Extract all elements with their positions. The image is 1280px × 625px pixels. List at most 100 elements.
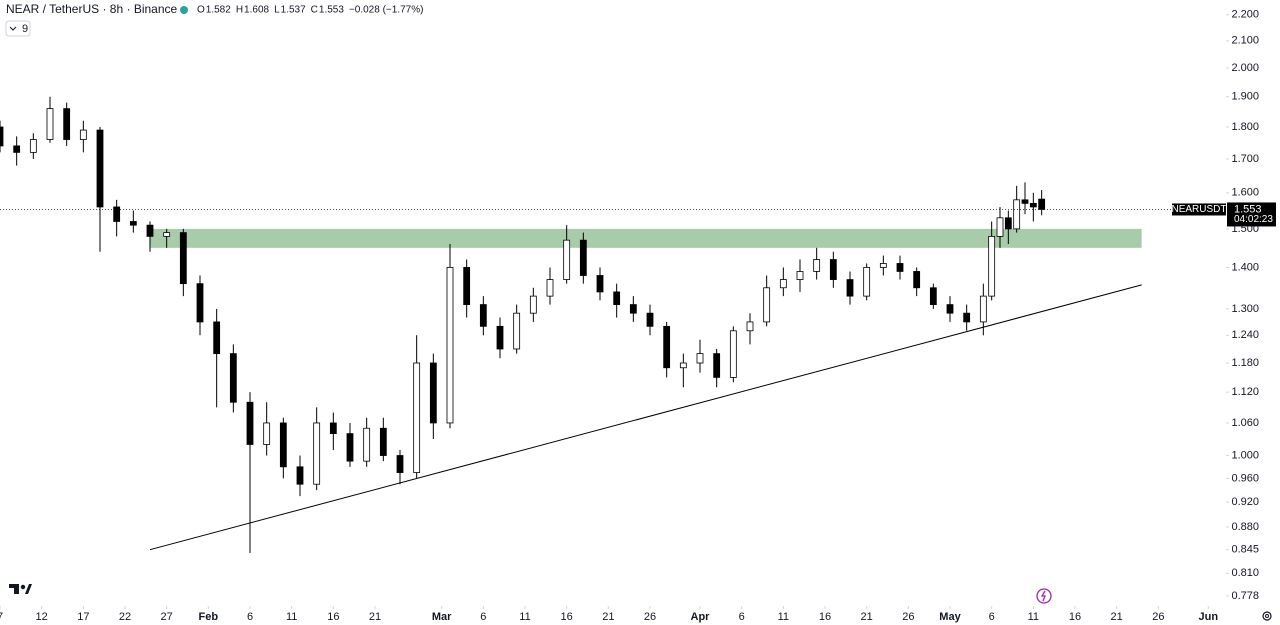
y-tick-label: 0.810 <box>1231 567 1259 579</box>
candle-body <box>496 325 504 350</box>
candle-body <box>546 279 554 297</box>
candle-body <box>313 422 321 485</box>
candle-body <box>1004 217 1012 230</box>
x-tick-label: May <box>939 611 961 623</box>
y-tick-label: 0.845 <box>1231 544 1259 556</box>
y-tick-label: 2.200 <box>1231 9 1259 21</box>
candle-body <box>979 295 987 323</box>
ohlc-label: C <box>311 5 318 16</box>
y-tick-label: 1.900 <box>1231 91 1259 103</box>
candle-body <box>196 283 204 323</box>
x-tick-label: 21 <box>861 611 873 623</box>
candle-body <box>146 224 154 237</box>
candle-body <box>279 422 287 468</box>
tradingview-logo[interactable] <box>9 584 32 594</box>
ohlc-legend: O 1.582 H 1.608 L 1.537 C 1.553 −0.028 (−1.77%) <box>197 5 423 16</box>
candle-body <box>513 312 521 350</box>
y-tick-label: 1.120 <box>1231 386 1259 398</box>
candle-body <box>779 279 787 289</box>
x-tick-label: 16 <box>819 611 831 623</box>
chevron-icon <box>9 26 17 31</box>
candle-body <box>346 433 354 462</box>
indicator-toggle[interactable] <box>5 20 31 37</box>
candle-body <box>696 353 704 364</box>
last-price-tag-bg <box>1227 202 1276 227</box>
candle-body <box>896 263 904 272</box>
y-tick-label: 0.880 <box>1231 521 1259 533</box>
x-tick-label: 6 <box>739 611 745 623</box>
candle-body <box>1013 199 1021 230</box>
chart-title: NEAR / TetherUS · 8h · Binance <box>6 2 178 16</box>
candle-body <box>229 353 237 403</box>
x-tick-label: 21 <box>1111 611 1123 623</box>
x-tick-label: 11 <box>1028 611 1039 623</box>
lightning-icon[interactable] <box>1036 588 1052 604</box>
candle-body <box>296 466 304 485</box>
candle-body <box>129 221 137 226</box>
candle-body <box>946 304 954 314</box>
x-tick-label: 12 <box>36 611 48 623</box>
x-tick-label: 21 <box>602 611 614 623</box>
candle-body <box>763 287 771 323</box>
ohlc-value: 1.582 <box>206 5 231 16</box>
x-tick-label: 16 <box>327 611 339 623</box>
candle-body <box>646 312 654 327</box>
candle-body <box>629 304 637 314</box>
y-tick-label: 1.060 <box>1231 417 1259 429</box>
change: −0.028 (−1.77%) <box>349 5 424 16</box>
candle-body <box>863 267 871 297</box>
candle-body <box>563 239 571 280</box>
ohlc-value: 1.537 <box>281 5 306 16</box>
y-tick-label: 1.240 <box>1231 329 1259 341</box>
y-tick-label: 1.300 <box>1231 303 1259 315</box>
y-tick-label: 2.100 <box>1231 35 1259 47</box>
y-tick-label: 1.800 <box>1231 121 1259 133</box>
candle-body <box>479 304 487 327</box>
candle-body <box>796 271 804 280</box>
candle-body <box>246 401 254 445</box>
candle-body <box>213 321 221 355</box>
symbol-tag-bg <box>1172 203 1226 216</box>
candle-body <box>846 279 854 297</box>
candle-body <box>113 206 121 222</box>
candle-body <box>463 267 471 305</box>
candle-body <box>413 362 421 473</box>
x-tick-label: 26 <box>902 611 914 623</box>
y-tick-label: 0.920 <box>1231 496 1259 508</box>
x-tick-label: Apr <box>691 611 711 623</box>
candle-body <box>363 427 371 462</box>
x-tick-label: Mar <box>432 611 452 623</box>
x-tick-label: 6 <box>989 611 995 623</box>
x-tick-label: 7 <box>0 611 3 623</box>
y-tick-label: 1.400 <box>1231 261 1259 273</box>
y-tick-label: 0.960 <box>1231 472 1259 484</box>
x-tick-label: 26 <box>1152 611 1164 623</box>
candle-body <box>713 353 721 378</box>
candle-body <box>179 232 187 285</box>
candle-body <box>579 239 587 276</box>
y-tick-label: 0.778 <box>1231 590 1259 602</box>
candle-body <box>613 291 621 305</box>
candle-body <box>0 126 4 147</box>
support-zone <box>150 228 1142 248</box>
x-tick-label: 17 <box>77 611 89 623</box>
candle-body <box>963 312 971 323</box>
candle-body <box>29 139 37 153</box>
candle-body <box>429 362 437 424</box>
candle-body <box>829 259 837 280</box>
x-tick-label: 26 <box>644 611 656 623</box>
settings-icon[interactable] <box>1262 611 1272 621</box>
candle-body <box>996 217 1004 237</box>
last-price-label: 1.553 <box>1234 203 1262 215</box>
y-tick-label: 1.700 <box>1231 153 1259 165</box>
candle-body <box>913 271 921 289</box>
ohlc-label: L <box>274 5 280 16</box>
x-tick-label: 6 <box>480 611 486 623</box>
x-tick-label: 22 <box>119 611 131 623</box>
x-tick-label: Feb <box>199 611 219 623</box>
x-tick-label: 16 <box>561 611 573 623</box>
x-tick-label: Jun <box>1199 611 1219 623</box>
x-tick-label: 11 <box>519 611 530 623</box>
